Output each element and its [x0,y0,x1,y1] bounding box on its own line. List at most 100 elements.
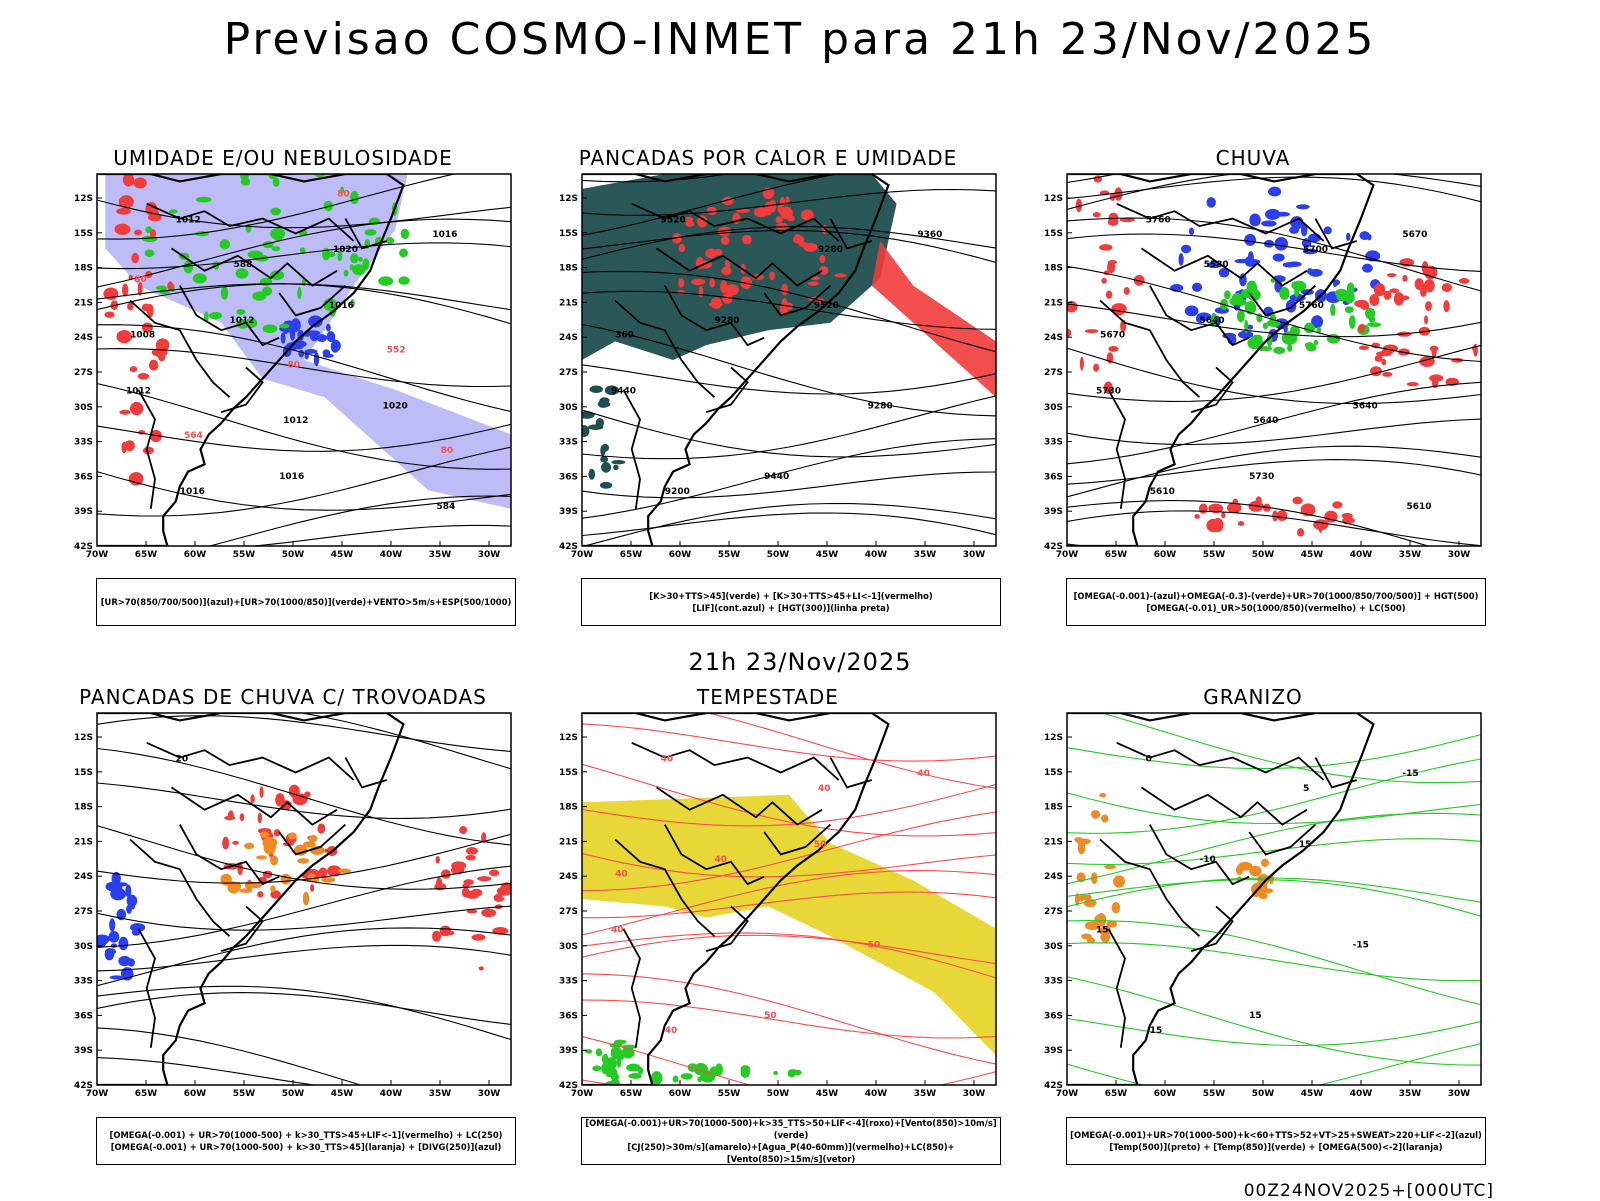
lat-label: 12S [559,194,578,204]
contour-label: 15 [1150,1026,1163,1036]
lat-label: 30S [559,942,578,952]
rain-moisture [1424,278,1435,293]
political-border [1107,928,1126,1048]
rain-omega [1246,324,1254,330]
shower-area [227,881,241,894]
rain-moisture [1420,287,1427,298]
contour-label: 588 [234,260,253,270]
lat-label: 18S [74,264,93,274]
map-pancadas-calor: 9520 9520 9440 9440 9360 9280 9280 9200 9280 360 1… [559,173,997,560]
humidity-core [298,349,305,358]
rain-omega [1282,262,1296,268]
isoline [582,471,996,499]
thunderstorm-area [500,882,511,896]
rain-strong-omega [1235,298,1247,306]
political-border [278,823,347,856]
humidity-lower-contour [352,264,366,276]
isoline [582,174,841,236]
political-border [137,389,156,509]
thunderstorm-area [310,884,315,892]
lon-label: 60W [184,1089,207,1099]
instability-area [613,464,619,471]
contour-label: 9360 [917,230,942,240]
isoline [582,852,996,878]
strong-instability [807,281,819,286]
rain-omega [1300,223,1308,237]
moisture-thickness-line [139,373,145,379]
rain-moisture [1369,293,1380,306]
coastline [97,174,405,546]
rain-moisture [1393,292,1405,306]
lat-label: 18S [559,803,578,813]
legend-line: [OMEGA(-0.001) + UR>70(1000-500) + k>30_… [110,1142,502,1152]
isoline [1067,347,1481,405]
divergence-area [129,903,136,910]
political-border [1107,389,1126,509]
rain-moisture [1092,212,1101,218]
political-border [705,366,749,413]
contour-label: 9200 [665,487,690,497]
isoline [582,932,996,979]
political-border [664,285,765,347]
lat-label: 42S [559,1081,578,1091]
shower-area [297,858,310,864]
thunderstorm-area [466,909,478,914]
contour-label: 40 [661,754,674,764]
rain-strong-omega [1251,334,1263,343]
moisture-thickness-line [114,223,131,235]
lat-label: 30S [1044,942,1063,952]
thunderstorm-area [304,791,311,798]
thunderstorm-area [237,861,243,876]
isoline [1067,174,1481,211]
shower-area [256,855,268,860]
contour-label: 1012 [126,386,151,396]
divergence-area [130,922,146,932]
rain-strong-omega [1344,306,1354,314]
rain-omega [1237,330,1254,339]
lon-label: 60W [669,550,692,560]
rain-omega [1239,273,1247,287]
lon-label: 55W [233,550,256,560]
divergence-area [118,936,129,951]
rain-moisture [1093,363,1100,372]
contour-label: 564 [184,431,203,441]
lat-label: 18S [1044,803,1063,813]
strong-instability-band [871,241,996,398]
isoline [1067,919,1481,1006]
isoline [582,270,996,353]
panel-legend: [OMEGA(-0.001) + UR>70(1000-500) + k>30_… [96,1117,516,1165]
shower-area [303,841,316,848]
strong-instability [691,278,706,285]
isoline [1067,445,1481,498]
humidity-lower-contour [270,227,286,240]
political-border [829,218,873,250]
political-border [1116,741,1325,781]
panel-title: TEMPESTADE [697,685,839,709]
lon-label: 50W [1252,550,1275,560]
isoline [1067,976,1481,1066]
lat-label: 27S [74,368,93,378]
instability-area [582,411,595,419]
thunderstorm-area [465,847,478,855]
humidity-lower-contour [297,286,302,300]
strong-instability [777,203,783,214]
political-border [179,824,280,886]
rain-moisture [1389,288,1400,293]
moisture-thickness-line [158,352,166,362]
isoline [97,944,511,972]
rain-strong-omega [1368,315,1376,323]
lon-label: 30W [478,1089,501,1099]
humidity-lower-contour [299,247,306,254]
rain-moisture [1101,277,1107,284]
lat-label: 24S [74,333,93,343]
humidity-lower-contour [343,269,349,277]
map-background [1067,713,1481,1085]
map-background [1067,174,1481,546]
humidity-lower-contour [252,291,267,301]
shower-area [262,837,278,849]
panel-legend: [OMEGA(-0.001)-(azul)+OMEGA(-0.3)-(verde… [1066,578,1486,626]
lon-label: 35W [914,1089,937,1099]
rain-strong-omega [1292,280,1307,292]
lat-label: 15S [559,229,578,239]
rain-omega [1323,226,1332,235]
